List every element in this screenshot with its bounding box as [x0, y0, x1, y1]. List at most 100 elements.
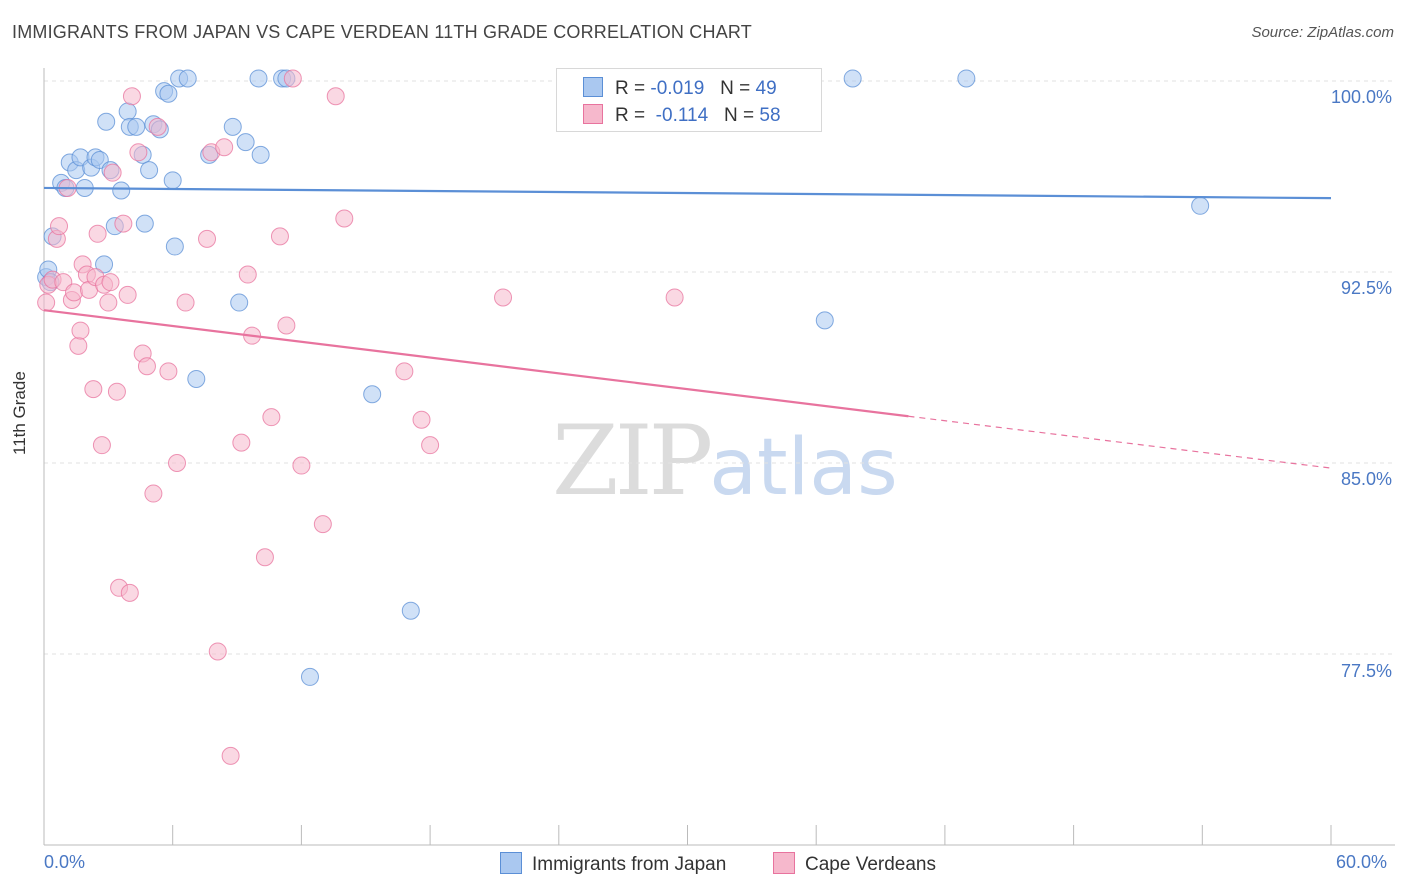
trend-line-extension — [908, 415, 1332, 469]
data-point — [221, 746, 240, 765]
data-point — [208, 642, 227, 661]
y-tick-label: 77.5% — [1340, 661, 1392, 681]
watermark: ZIPatlas — [552, 405, 898, 517]
data-point — [395, 362, 414, 381]
watermark-zip: ZIP — [552, 405, 713, 517]
data-point — [107, 382, 126, 401]
x-tick-label: 0.0% — [44, 852, 86, 872]
data-point — [114, 214, 133, 233]
data-point — [363, 385, 382, 404]
pink-swatch-icon — [773, 852, 795, 874]
data-point — [127, 117, 146, 136]
data-point — [103, 163, 122, 182]
data-point — [238, 265, 257, 284]
series-legend-label: Cape Verdeans — [805, 854, 936, 875]
data-point — [118, 285, 137, 304]
data-point — [176, 293, 195, 312]
data-point — [163, 171, 182, 190]
data-point — [71, 321, 90, 340]
pink-swatch-icon — [583, 104, 603, 124]
data-point — [165, 237, 184, 256]
data-point — [95, 255, 114, 274]
data-point — [112, 181, 131, 200]
data-point — [69, 336, 88, 355]
data-point — [255, 548, 274, 567]
data-point — [1191, 196, 1210, 215]
data-point — [232, 433, 251, 452]
data-point — [270, 227, 289, 246]
data-point — [283, 69, 302, 88]
series-legend-cape-verdean: Cape Verdeans — [773, 852, 936, 876]
data-point — [101, 273, 120, 292]
data-point — [198, 229, 217, 248]
n-value: 58 — [759, 105, 781, 126]
r-value: -0.019 — [650, 78, 705, 99]
data-point — [313, 515, 332, 534]
n-label: N = — [720, 78, 751, 99]
y-tick-label: 100.0% — [1330, 87, 1392, 107]
data-point — [843, 69, 862, 88]
data-point — [187, 369, 206, 388]
data-point — [421, 436, 440, 455]
data-point — [401, 601, 420, 620]
data-point — [494, 288, 513, 307]
data-point — [223, 117, 242, 136]
data-point — [88, 224, 107, 243]
data-point — [84, 380, 103, 399]
legend-row-japan: R = -0.019 N = 49 — [583, 77, 777, 100]
data-point — [122, 87, 141, 106]
data-point — [140, 161, 159, 180]
data-point — [178, 69, 197, 88]
trend-line — [43, 309, 909, 418]
data-point — [118, 102, 137, 121]
blue-swatch-icon — [500, 852, 522, 874]
data-point — [137, 357, 156, 376]
data-point — [251, 145, 270, 164]
blue-swatch-icon — [583, 77, 603, 97]
series-legend-japan: Immigrants from Japan — [500, 852, 726, 876]
data-point — [335, 209, 354, 228]
data-point — [957, 69, 976, 88]
data-point — [37, 293, 56, 312]
data-point — [159, 362, 178, 381]
data-point — [215, 138, 234, 157]
chart-title: IMMIGRANTS FROM JAPAN VS CAPE VERDEAN 11… — [12, 22, 752, 42]
data-point — [236, 133, 255, 152]
data-point — [300, 667, 319, 686]
data-point — [167, 454, 186, 472]
data-point — [144, 484, 163, 503]
data-point — [230, 293, 249, 312]
data-point — [277, 316, 296, 335]
data-point — [665, 288, 684, 307]
data-point — [92, 436, 111, 455]
series-legend-label: Immigrants from Japan — [532, 854, 727, 875]
trend-line — [43, 186, 1332, 200]
data-point — [262, 408, 281, 427]
y-tick-label: 92.5% — [1340, 278, 1392, 298]
n-label: N = — [723, 105, 755, 126]
data-point — [326, 87, 345, 106]
y-axis-label: 11th Grade — [10, 371, 29, 455]
data-point — [99, 293, 118, 312]
r-label: R = — [615, 78, 646, 99]
data-point — [412, 410, 431, 429]
data-point — [135, 214, 154, 233]
watermark-atlas: atlas — [709, 423, 898, 513]
r-label: R = — [615, 105, 646, 126]
n-value: 49 — [755, 78, 777, 99]
data-point — [129, 143, 148, 162]
data-point — [292, 456, 311, 475]
data-point — [815, 311, 834, 330]
data-point — [97, 112, 116, 131]
data-point — [159, 84, 178, 103]
data-point — [120, 583, 139, 602]
source-credit: Source: ZipAtlas.com — [1251, 24, 1394, 41]
data-point — [50, 217, 69, 236]
data-point — [249, 69, 268, 88]
x-tick-label: 60.0% — [1336, 852, 1388, 872]
data-point — [148, 117, 167, 136]
y-tick-label: 85.0% — [1340, 469, 1392, 489]
correlation-legend: R = -0.019 N = 49 R = -0.114 N = 58 — [556, 68, 822, 132]
legend-row-cape-verdean: R = -0.114 N = 58 — [583, 104, 781, 127]
